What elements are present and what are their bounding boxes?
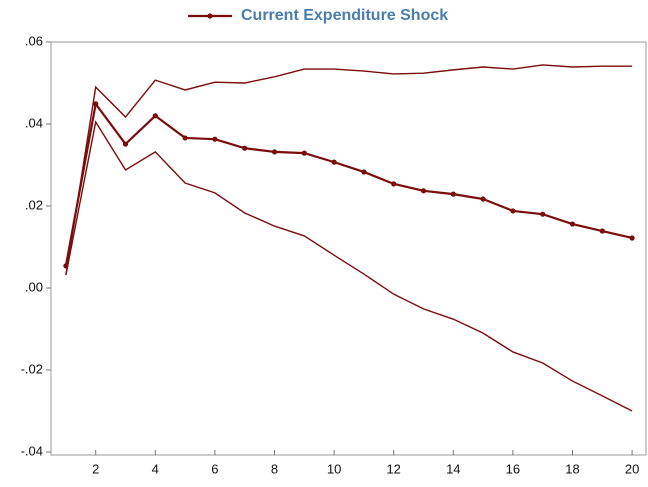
point xyxy=(510,208,516,214)
y-tick-label: .00 xyxy=(25,279,43,294)
x-tick-label: 12 xyxy=(386,461,400,476)
legend-label: Current Expenditure Shock xyxy=(241,7,448,24)
x-tick-label: 18 xyxy=(565,461,579,476)
x-tick-label: 8 xyxy=(271,461,278,476)
point xyxy=(182,135,188,141)
series-line xyxy=(64,101,633,267)
y-tick-label: -.02 xyxy=(21,361,43,376)
point xyxy=(391,181,397,187)
x-tick-label: 14 xyxy=(446,461,460,476)
point xyxy=(450,191,456,197)
y-tick-label: .06 xyxy=(25,33,43,48)
point xyxy=(361,169,367,175)
point xyxy=(212,136,218,142)
point xyxy=(420,188,427,194)
point xyxy=(540,211,546,217)
point xyxy=(629,235,635,241)
point xyxy=(599,228,605,234)
point xyxy=(242,145,248,151)
series-line xyxy=(65,64,633,275)
x-tick-label: 10 xyxy=(327,461,341,476)
legend-marker xyxy=(207,13,213,19)
x-tick-label: 4 xyxy=(152,461,159,476)
y-tick-label: .02 xyxy=(25,197,43,212)
point xyxy=(152,113,158,119)
x-tick-label: 16 xyxy=(506,461,520,476)
point xyxy=(271,149,278,155)
x-tick-label: 2 xyxy=(92,461,99,476)
x-tick-label: 20 xyxy=(625,461,639,476)
point xyxy=(480,196,486,202)
point xyxy=(569,221,576,227)
point xyxy=(301,150,307,156)
y-tick-label: -.04 xyxy=(21,443,43,458)
point xyxy=(122,141,129,147)
x-tick-label: 6 xyxy=(211,461,218,476)
series-line xyxy=(65,120,633,412)
point xyxy=(331,159,337,165)
plot-frame xyxy=(50,41,647,456)
point xyxy=(93,101,99,107)
y-tick-label: .04 xyxy=(25,115,43,130)
